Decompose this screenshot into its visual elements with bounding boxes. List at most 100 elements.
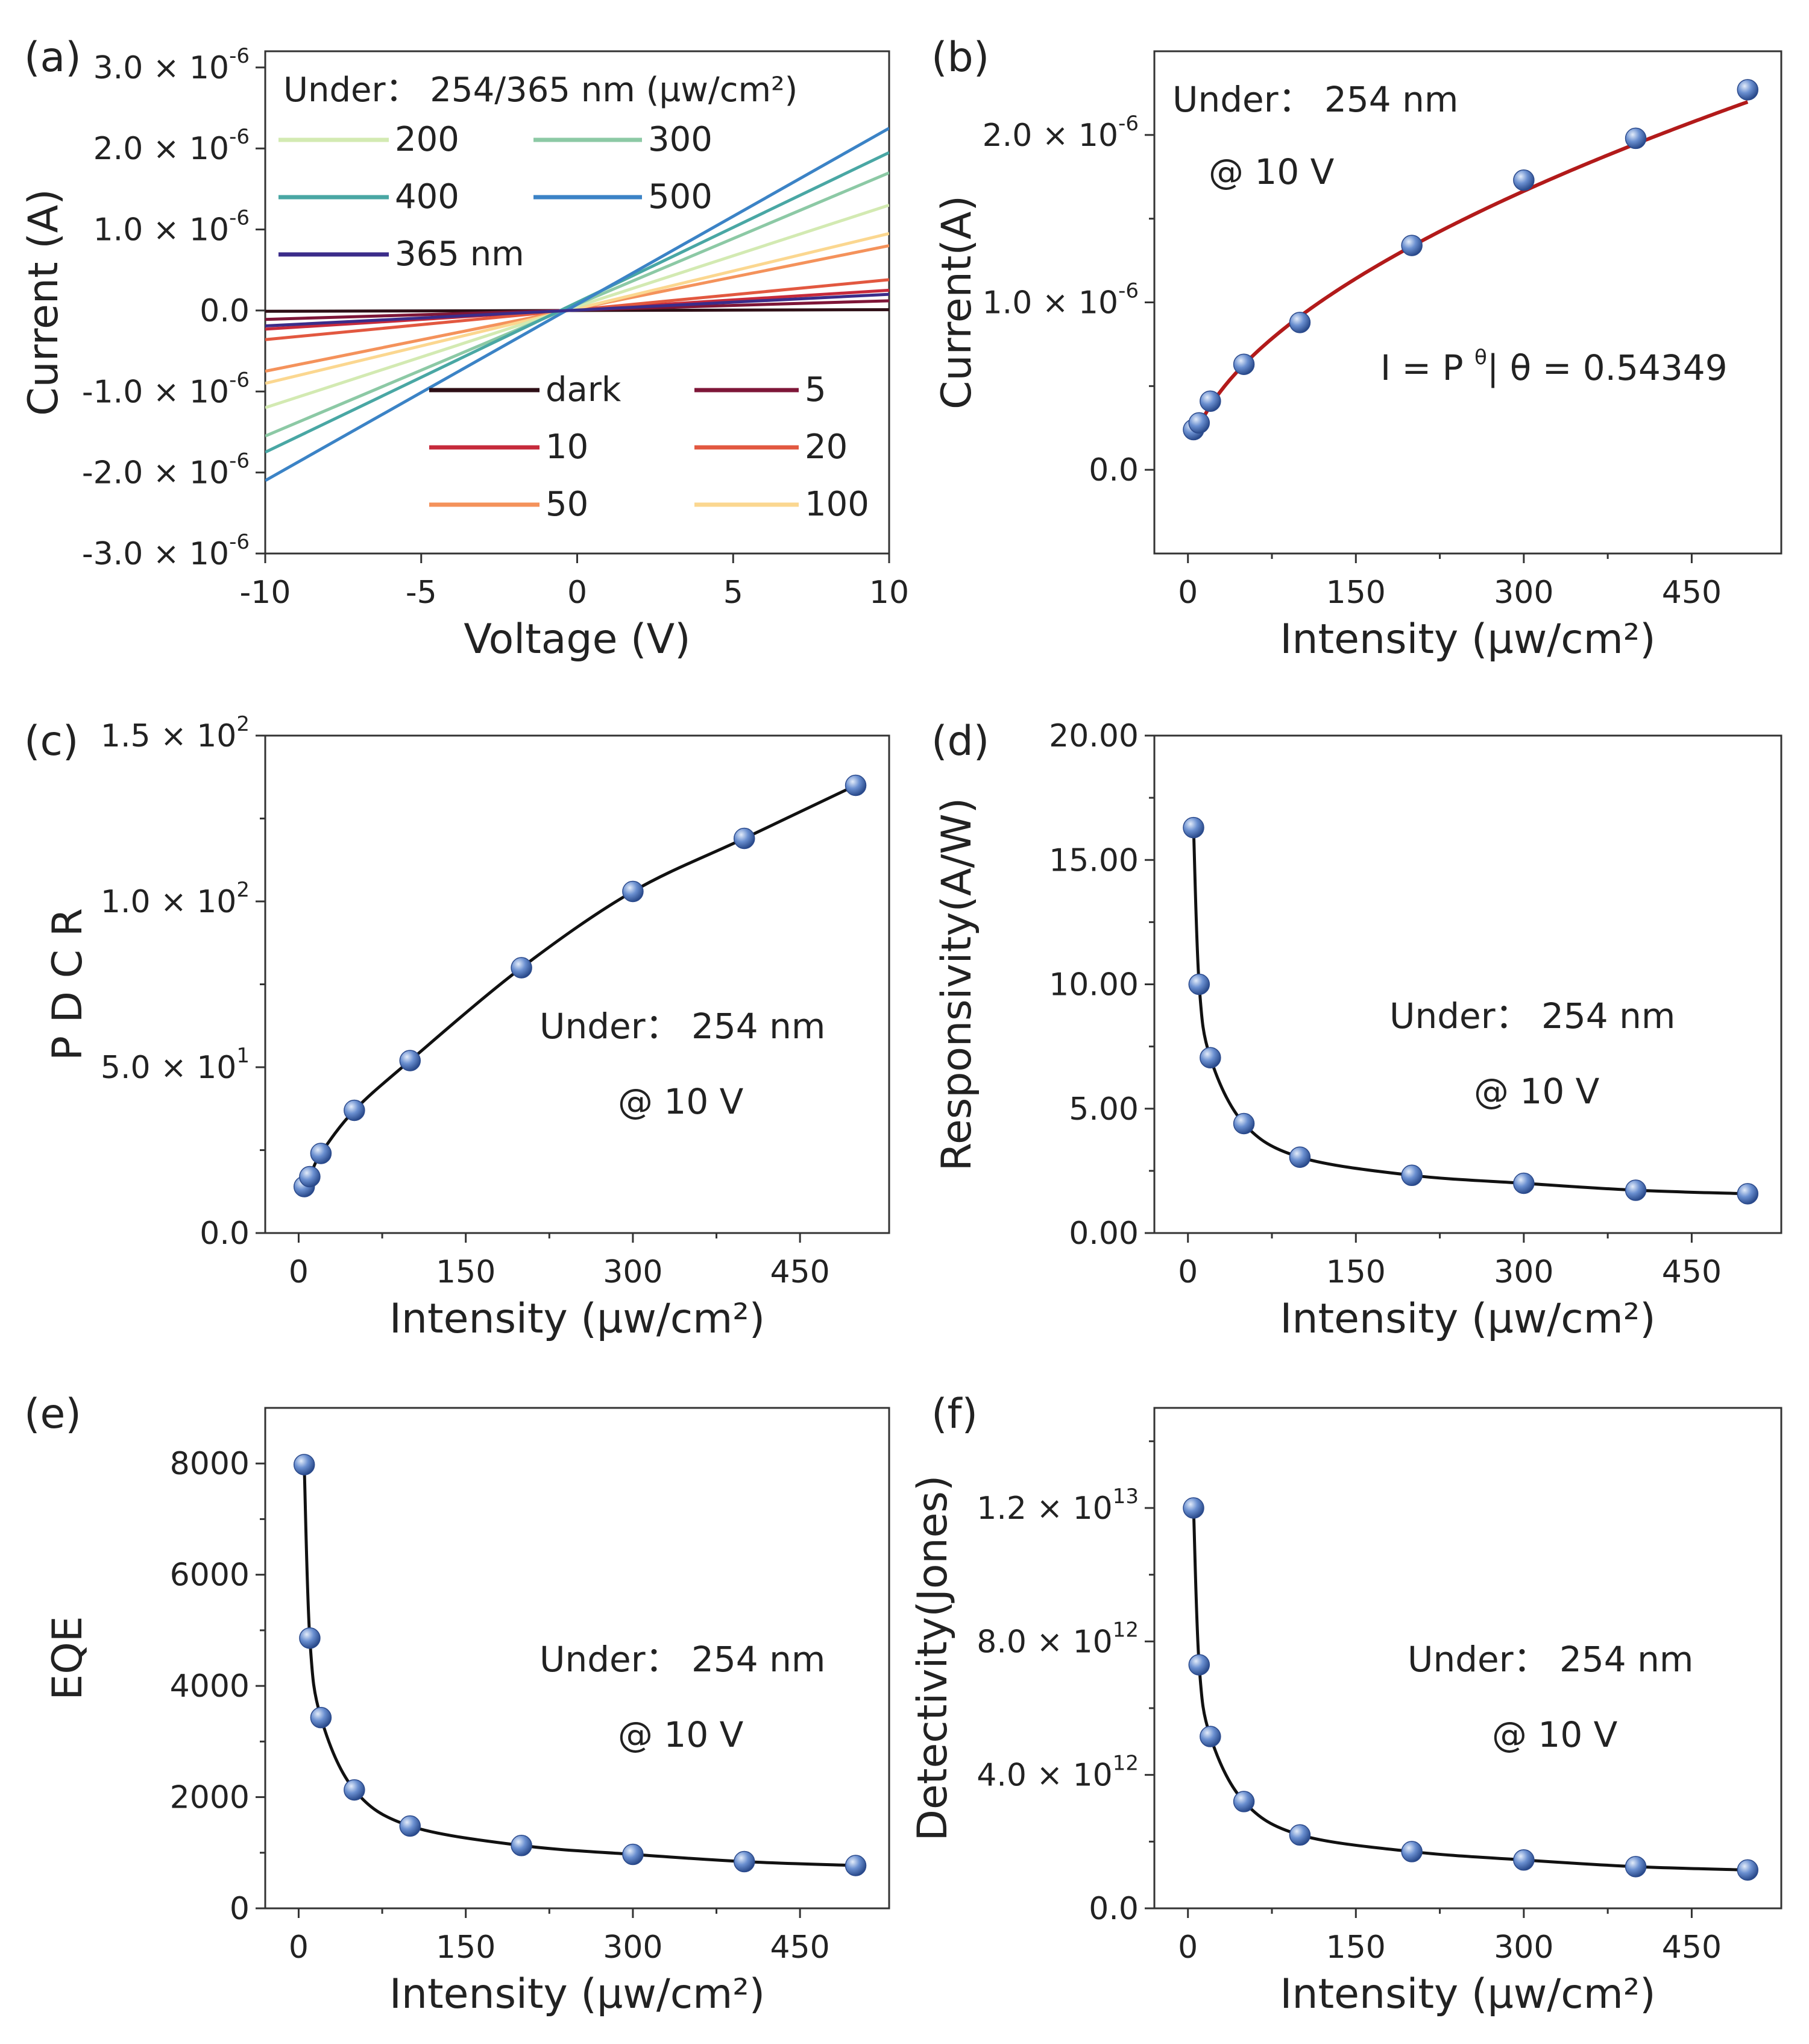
data-point: [1200, 390, 1221, 412]
y-tick-label: 5.00: [1069, 1091, 1139, 1128]
y-tick-label: 0.0: [200, 1216, 250, 1252]
legend-label: dark: [546, 370, 621, 409]
data-point: [1401, 1164, 1423, 1187]
plot-frame: [1153, 50, 1782, 555]
y-tick-label: 1.2 × 1013: [977, 1484, 1139, 1527]
y-tick-label: 2000: [170, 1780, 250, 1816]
annotation-light-source: Under： 254 nm: [1408, 1639, 1693, 1680]
y-tick-label: 10.00: [1049, 967, 1139, 1003]
y-tick-label: 6000: [170, 1557, 250, 1594]
data-point: [1737, 79, 1759, 101]
data-point: [1188, 1654, 1210, 1676]
x-tick-label: 0: [1178, 575, 1198, 611]
data-point: [1513, 169, 1535, 191]
data-point: [399, 1815, 421, 1837]
y-tick-label: 1.0 × 10-6: [93, 206, 250, 248]
series-line: [1192, 1507, 1748, 1872]
annotation-bias: @ 10 V: [618, 1081, 744, 1122]
x-tick-label: 450: [1662, 575, 1722, 611]
x-tick-label: 150: [1326, 575, 1386, 611]
panel-label-b: (b): [931, 34, 989, 81]
annotation-light-source: Under： 254 nm: [1389, 995, 1675, 1036]
y-tick-label: 20.00: [1049, 718, 1139, 754]
data-point: [1513, 1172, 1535, 1194]
x-tick-label: 0: [567, 575, 587, 611]
data-point: [399, 1050, 421, 1071]
plot-frame: [264, 1407, 890, 1910]
data-point: [1737, 1183, 1759, 1205]
x-tick-label: 150: [436, 1254, 496, 1290]
data-point: [1401, 235, 1423, 256]
x-tick-label: 450: [770, 1929, 830, 1966]
annotation-bias: @ 10 V: [1492, 1714, 1618, 1755]
x-tick-label: 300: [1494, 1254, 1553, 1290]
y-tick-label: 5.0 × 101: [101, 1044, 250, 1086]
data-point: [1233, 353, 1255, 375]
y-axis-title: EQE: [44, 1616, 92, 1700]
data-point: [733, 1850, 755, 1873]
legend: Under： 254/365 nm (µw/cm²) 200 300 400 500 36…: [278, 71, 869, 524]
x-tick-label: 450: [770, 1254, 830, 1290]
y-axis-title: Current (A): [20, 189, 68, 416]
legend-label: 200: [395, 120, 459, 159]
panel-c: (c) 0 150 300 450 0.0 5.0 × 101 1.0 × 102 1.5 × …: [24, 712, 890, 1343]
y-tick-label: -1.0 × 10-6: [82, 368, 250, 410]
y-tick-label: 0: [230, 1891, 250, 1927]
annotation-light-source: Under： 254 nm: [540, 1639, 825, 1680]
data-point: [1401, 1841, 1423, 1863]
x-axis-title: Intensity (µw/cm²): [1280, 1970, 1655, 2018]
panel-label-f: (f): [931, 1390, 978, 1438]
data-point: [1188, 412, 1210, 434]
data-point: [1289, 1824, 1311, 1846]
legend-label: 5: [805, 370, 826, 409]
y-tick-label: 4.0 × 1012: [977, 1752, 1139, 1794]
y-axis-title: Current(A): [933, 195, 981, 409]
panel-f: (f) 0 150 300 450 0.0 4.0 × 1012 8.0 × 1012 1.2 …: [909, 1390, 1782, 2018]
panel-e: (e) 0 150 300 450 0 2000 4000 6000 8000 Intensity …: [24, 1390, 890, 2018]
x-tick-label: 450: [1662, 1929, 1722, 1966]
x-axis-title: Intensity (µw/cm²): [1280, 1295, 1655, 1343]
panel-label-a: (a): [24, 34, 81, 81]
data-point: [733, 827, 755, 850]
x-tick-label: 450: [1662, 1254, 1722, 1290]
data-point: [1200, 1726, 1221, 1747]
legend-label: 50: [546, 485, 588, 524]
x-axis-title: Intensity (µw/cm²): [389, 1970, 765, 2018]
iv-curve-365-nm: [265, 292, 889, 327]
data-point: [1625, 1856, 1647, 1878]
x-tick-label: 150: [436, 1929, 496, 1966]
plot-frame: [1153, 1407, 1782, 1910]
data-point: [511, 1835, 532, 1856]
series-line: [303, 784, 857, 1188]
data-point: [293, 1454, 315, 1475]
plot-frame: [1153, 734, 1782, 1234]
y-axis-title: Detectivity(Jones): [909, 1475, 957, 1841]
x-tick-label: 5: [723, 575, 743, 611]
legend-label: 365 nm: [395, 235, 524, 274]
data-point: [1183, 816, 1204, 839]
x-tick-label: 300: [1494, 575, 1553, 611]
data-point: [622, 880, 644, 903]
data-point: [1200, 1047, 1221, 1068]
y-tick-label: 8.0 × 1012: [977, 1618, 1139, 1660]
legend-label: 20: [805, 427, 848, 467]
annotation-light-source: Under： 254 nm: [540, 1006, 825, 1047]
y-tick-label: 8000: [170, 1446, 250, 1482]
y-tick-label: 1.5 × 102: [101, 712, 250, 754]
data-point: [511, 957, 532, 979]
x-tick-label: 10: [869, 575, 909, 611]
data-point: [299, 1627, 321, 1649]
y-tick-label: 4000: [170, 1668, 250, 1705]
x-tick-label: -10: [240, 575, 291, 611]
x-tick-label: 150: [1326, 1254, 1386, 1290]
y-tick-label: 1.0 × 10-6: [983, 279, 1139, 321]
iv-curve-100: [265, 232, 889, 385]
data-point: [310, 1706, 332, 1729]
y-tick-label: 1.0 × 102: [101, 878, 250, 920]
annotation-light-source: Under： 254 nm: [1172, 79, 1458, 120]
data-point: [1737, 1859, 1759, 1881]
iv-curve-500: [265, 127, 889, 482]
annotation-bias: @ 10 V: [1209, 151, 1335, 192]
y-axis-title: P D C R: [44, 908, 92, 1061]
